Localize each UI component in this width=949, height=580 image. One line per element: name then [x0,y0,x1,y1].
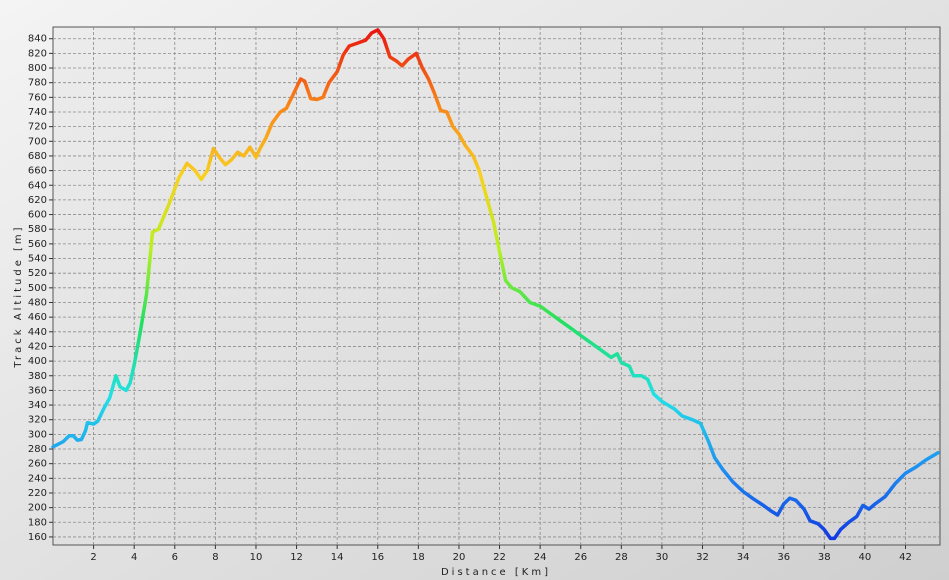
x-tick-label: 12 [290,552,303,563]
x-tick-label: 10 [250,552,263,563]
y-tick-label: 380 [28,371,47,382]
y-tick-label: 840 [28,34,47,45]
x-tick-label: 6 [172,552,178,563]
x-tick-label: 28 [615,552,628,563]
y-tick-label: 600 [28,210,47,221]
x-tick-label: 22 [493,552,506,563]
y-tick-label: 720 [28,122,47,133]
y-tick-label: 460 [28,312,47,323]
x-tick-label: 2 [90,552,96,563]
y-tick-label: 660 [28,166,47,177]
x-tick-label: 24 [534,552,547,563]
y-tick-label: 260 [28,459,47,470]
y-tick-label: 220 [28,488,47,499]
y-tick-label: 780 [28,78,47,89]
y-tick-label: 340 [28,400,47,411]
y-tick-label: 540 [28,254,47,265]
y-tick-label: 560 [28,239,47,250]
x-tick-label: 18 [412,552,425,563]
x-tick-label: 32 [696,552,709,563]
y-axis-title: Track Altitude [m] [13,224,24,368]
y-tick-label: 160 [28,532,47,543]
y-tick-label: 480 [28,297,47,308]
y-tick-label: 700 [28,136,47,147]
y-tick-label: 360 [28,385,47,396]
elevation-line [51,28,940,541]
y-tick-label: 200 [28,503,47,514]
y-tick-label: 180 [28,517,47,528]
x-tick-label: 30 [656,552,669,563]
y-tick-label: 680 [28,151,47,162]
x-tick-label: 40 [859,552,872,563]
x-axis-title: Distance [Km] [441,567,551,578]
y-tick-label: 420 [28,341,47,352]
x-tick-label: 20 [453,552,466,563]
x-tick-label: 16 [371,552,384,563]
y-tick-label: 580 [28,224,47,235]
y-tick-label: 500 [28,283,47,294]
x-tick-label: 42 [899,552,912,563]
y-tick-label: 760 [28,92,47,103]
y-tick-label: 620 [28,195,47,206]
x-tick-label: 14 [331,552,344,563]
y-tick-label: 240 [28,473,47,484]
y-tick-label: 800 [28,63,47,74]
y-tick-label: 320 [28,415,47,426]
x-tick-label: 36 [777,552,790,563]
x-tick-label: 38 [818,552,831,563]
y-tick-label: 300 [28,429,47,440]
y-tick-label: 400 [28,356,47,367]
x-tick-label: 26 [574,552,587,563]
y-tick-label: 280 [28,444,47,455]
y-tick-label: 640 [28,180,47,191]
y-tick-label: 520 [28,268,47,279]
y-tick-label: 740 [28,107,47,118]
y-tick-label: 820 [28,48,47,59]
x-tick-label: 4 [131,552,137,563]
y-tick-label: 440 [28,327,47,338]
plot-area [52,26,941,546]
x-tick-label: 34 [737,552,750,563]
x-tick-label: 8 [212,552,218,563]
